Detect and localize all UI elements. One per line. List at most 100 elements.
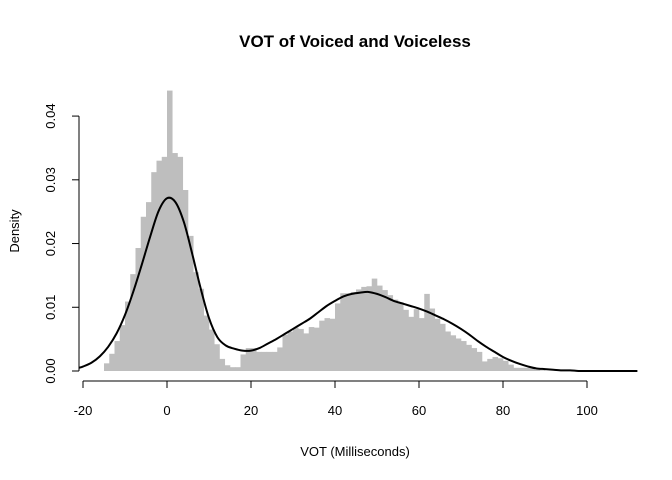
histogram-bar	[361, 286, 367, 371]
histogram-bar	[245, 348, 252, 371]
histogram-bar	[125, 301, 131, 371]
histogram-bar	[109, 353, 115, 371]
histogram-bar	[497, 358, 504, 371]
x-tick-label: 80	[496, 403, 510, 418]
histogram-bar	[224, 365, 231, 371]
histogram-bar	[308, 327, 315, 371]
histogram-bar	[319, 320, 325, 371]
histogram-bar	[392, 299, 399, 371]
histogram-bar	[114, 341, 121, 371]
histogram-bar	[476, 351, 483, 371]
x-tick-label: 60	[412, 403, 426, 418]
histogram-bar	[266, 351, 273, 371]
histogram-bar	[287, 331, 294, 371]
histogram-bar	[324, 318, 331, 371]
histogram-bar	[177, 156, 184, 371]
histogram-bar	[508, 364, 514, 371]
y-tick-label: 0.04	[43, 103, 58, 128]
y-tick-label: 0.00	[43, 358, 58, 383]
histogram-bar	[403, 309, 409, 371]
histogram-bar	[350, 291, 357, 371]
histogram-bar	[104, 363, 110, 371]
density-curve	[78, 196, 638, 373]
x-tick-label: 0	[163, 403, 170, 418]
histogram-bar	[518, 367, 525, 371]
histogram-bar	[303, 333, 310, 371]
histogram-bar	[214, 344, 220, 371]
histogram-bar	[429, 308, 436, 371]
histogram-bar	[503, 360, 509, 371]
histogram-bar	[261, 351, 268, 371]
histogram-bar	[524, 367, 530, 371]
x-tick-label: 100	[576, 403, 598, 418]
histogram-bar	[235, 367, 241, 371]
histogram-bar	[230, 367, 236, 371]
histogram-bar	[335, 303, 341, 371]
histogram-bar	[534, 369, 541, 371]
histogram-bar	[140, 216, 147, 371]
histogram-bar	[492, 356, 499, 371]
y-axis: 0.00 0.01 0.02 0.03 0.04	[43, 103, 80, 384]
histogram-bar	[482, 361, 488, 371]
histogram-bar	[461, 341, 467, 371]
histogram-bars	[104, 90, 546, 371]
y-tick-label: 0.02	[43, 231, 58, 256]
histogram-bar	[413, 309, 420, 371]
histogram-bar	[272, 351, 278, 371]
histogram-bar	[219, 358, 226, 371]
histogram-bar	[466, 344, 472, 371]
y-tick-label: 0.03	[43, 167, 58, 192]
histogram-bar	[167, 90, 173, 371]
histogram-bar	[161, 156, 168, 371]
histogram-bar	[293, 327, 299, 371]
histogram-bar	[419, 318, 425, 371]
histogram-bar	[445, 331, 451, 371]
histogram-bar	[539, 370, 546, 371]
histogram-bar	[382, 290, 388, 371]
histogram-bar	[345, 293, 352, 371]
histogram-bar	[387, 295, 394, 371]
histogram-bar	[209, 329, 215, 371]
histogram-bar	[329, 318, 336, 371]
histogram-bar	[251, 348, 257, 371]
histogram-bar	[203, 315, 210, 371]
histogram-bar	[377, 285, 383, 371]
histogram-bar	[277, 347, 283, 371]
histogram-bar	[398, 302, 404, 371]
histogram-bar	[424, 293, 430, 371]
histogram-bar	[151, 172, 157, 371]
histogram-bar	[130, 274, 136, 371]
histogram-bar	[340, 293, 346, 371]
histogram-bar	[198, 288, 205, 371]
x-tick-label: -20	[74, 403, 93, 418]
y-axis-label: Density	[7, 209, 22, 253]
histogram-bar	[434, 318, 441, 371]
histogram-bar	[529, 367, 535, 371]
histogram-bar	[282, 334, 289, 371]
histogram-bar	[156, 160, 163, 371]
histogram-bar	[182, 190, 189, 371]
histogram-bar	[146, 202, 152, 371]
histogram-bar	[256, 351, 262, 371]
x-axis: -20 0 20 40 60 80 100	[74, 380, 598, 418]
histogram-bar	[366, 286, 373, 371]
histogram-bar	[356, 289, 362, 371]
histogram-bar	[193, 272, 199, 371]
histogram-bar	[487, 358, 493, 371]
histogram-bar	[440, 323, 446, 371]
x-tick-label: 20	[244, 403, 258, 418]
y-tick-label: 0.01	[43, 295, 58, 320]
histogram-bar	[513, 367, 520, 371]
histogram-bar	[455, 338, 462, 371]
histogram-bar	[135, 248, 142, 371]
x-axis-label: VOT (Milliseconds)	[300, 444, 410, 459]
histogram-bar	[119, 325, 126, 371]
chart-title: VOT of Voiced and Voiceless	[239, 32, 471, 51]
histogram-bar	[450, 335, 457, 371]
x-tick-label: 40	[328, 403, 342, 418]
histogram-bar	[471, 348, 478, 371]
histogram-bar	[314, 327, 320, 371]
histogram-bar	[172, 153, 178, 371]
histogram-bar	[298, 328, 304, 371]
